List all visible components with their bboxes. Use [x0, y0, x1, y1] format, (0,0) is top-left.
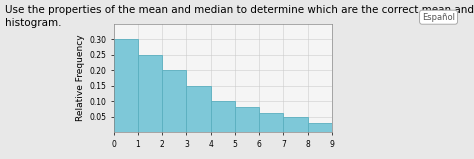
Bar — [210, 101, 235, 132]
Bar — [283, 117, 308, 132]
Bar — [114, 39, 138, 132]
Text: Use the properties of the mean and median to determine which are the correct mea: Use the properties of the mean and media… — [5, 5, 474, 28]
Text: Español: Español — [422, 13, 455, 22]
Bar — [235, 107, 259, 132]
Y-axis label: Relative Frequency: Relative Frequency — [76, 35, 85, 121]
Bar — [138, 55, 162, 132]
Bar — [308, 123, 332, 132]
Bar — [259, 113, 283, 132]
Bar — [162, 70, 186, 132]
Bar — [186, 86, 210, 132]
